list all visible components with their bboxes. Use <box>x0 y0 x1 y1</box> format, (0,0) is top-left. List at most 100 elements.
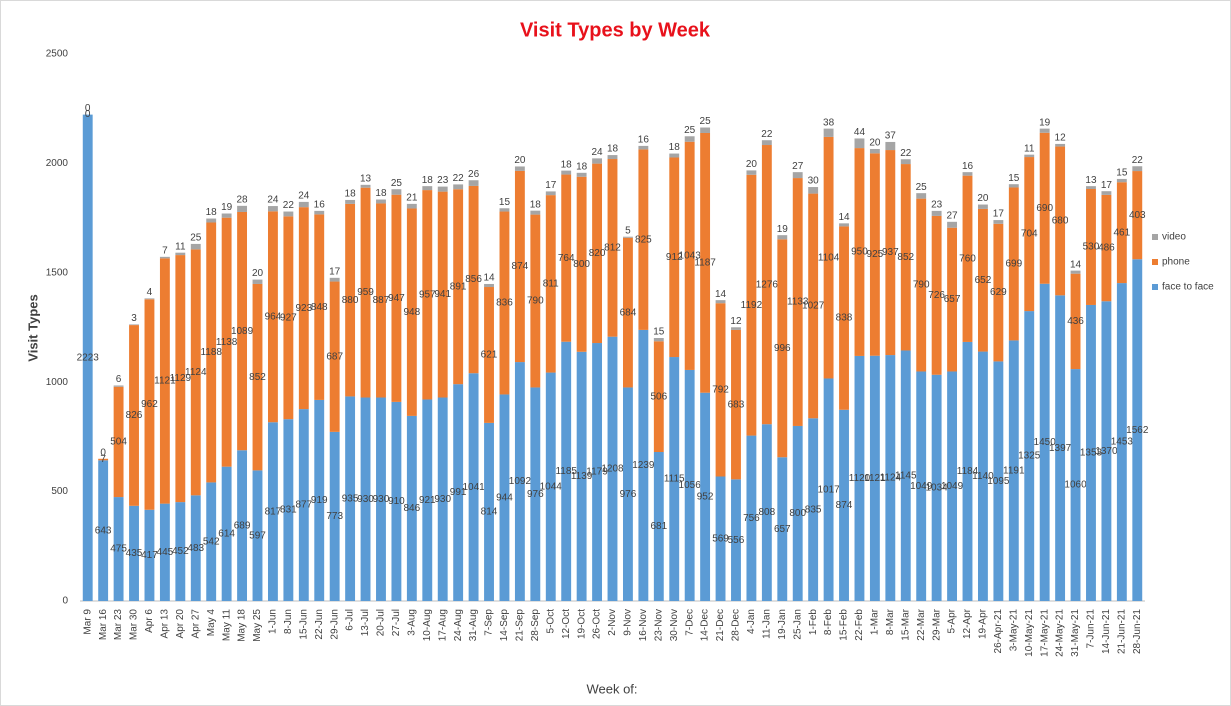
bar-segment <box>684 369 695 601</box>
bar-segment <box>314 210 325 215</box>
value-label: 23 <box>931 200 943 211</box>
value-label: 14 <box>838 212 850 223</box>
bar-segment <box>1086 188 1096 305</box>
bar-segment <box>1055 146 1066 296</box>
value-label: 483 <box>187 543 204 554</box>
bar-segment <box>947 227 958 372</box>
bar-segment <box>237 450 248 601</box>
bar-segment <box>129 324 139 326</box>
value-label: 1060 <box>1064 480 1087 491</box>
value-label: 838 <box>836 313 853 324</box>
bar-segment <box>391 194 402 402</box>
bar-segment <box>175 252 186 256</box>
bar-segment <box>545 195 556 373</box>
bar-segment <box>345 396 356 601</box>
value-label: 556 <box>728 535 745 546</box>
value-label: 530 <box>1083 242 1100 253</box>
value-label: 24 <box>267 195 279 206</box>
value-label: 760 <box>959 253 976 264</box>
bar-segment <box>406 203 417 209</box>
value-label: 836 <box>496 298 513 309</box>
x-tick-label: 1-Jun <box>268 609 279 634</box>
bar-segment <box>237 211 248 451</box>
value-label: 20 <box>514 155 526 166</box>
bar-segment <box>514 362 525 601</box>
x-tick-label: 10-Aug <box>422 609 433 641</box>
value-label: 26 <box>468 169 480 180</box>
value-label: 1095 <box>987 476 1010 487</box>
value-label: 950 <box>851 247 868 258</box>
bar-segment <box>159 258 170 504</box>
value-label: 16 <box>638 135 650 146</box>
bar-segment <box>761 140 772 146</box>
value-label: 800 <box>573 259 590 270</box>
value-label: 504 <box>110 437 127 448</box>
value-label: 417 <box>141 550 158 561</box>
bar-segment <box>206 222 217 483</box>
value-label: 848 <box>311 302 328 313</box>
value-label: 17 <box>1101 180 1113 191</box>
bar-segment <box>1024 311 1035 601</box>
bar-segment <box>700 132 711 393</box>
x-tick-label: 27-Jul <box>391 609 402 636</box>
value-label: 3 <box>131 313 137 324</box>
x-tick-label: 22-Jun <box>314 609 325 640</box>
bar-segment <box>931 374 942 601</box>
value-label: 38 <box>823 117 835 128</box>
bar-segment <box>1116 182 1127 284</box>
bar-segment <box>761 145 772 425</box>
bar-segment <box>329 277 340 282</box>
bar-segment <box>422 186 433 191</box>
value-label: 17 <box>993 209 1005 220</box>
bar-segment <box>298 409 309 601</box>
value-label: 826 <box>126 410 143 421</box>
value-label: 0 <box>100 447 106 458</box>
value-label: 20 <box>252 268 264 279</box>
value-label: 930 <box>434 494 451 505</box>
bar-segment <box>638 329 649 601</box>
value-label: 17 <box>545 180 557 191</box>
value-label: 1397 <box>1049 443 1072 454</box>
value-label: 28 <box>237 194 249 205</box>
value-label: 452 <box>172 546 189 557</box>
value-label: 944 <box>496 492 513 503</box>
value-label: 1140 <box>972 471 994 482</box>
bar-segment <box>283 419 294 601</box>
value-label: 19 <box>221 202 233 213</box>
value-label: 912 <box>666 252 683 263</box>
value-label: 27 <box>947 210 959 221</box>
value-label: 877 <box>295 500 312 511</box>
bar-segment <box>761 424 772 601</box>
bar-segment <box>962 175 973 342</box>
bar-segment <box>1008 187 1019 341</box>
y-tick-label: 1500 <box>46 267 69 278</box>
value-label: 825 <box>635 234 652 245</box>
bar-segment <box>499 208 510 212</box>
bar-segment <box>1039 132 1050 284</box>
bar-segment <box>839 409 849 601</box>
x-tick-label: Mar 30 <box>129 609 140 641</box>
value-label: 20 <box>746 159 758 170</box>
value-label: 1049 <box>910 481 933 492</box>
x-tick-label: May 18 <box>237 609 248 642</box>
value-label: 461 <box>1114 227 1131 238</box>
value-label: 820 <box>589 248 606 259</box>
bar-segment <box>1055 143 1066 147</box>
value-label: 1276 <box>756 279 779 290</box>
bar-segment <box>530 210 541 215</box>
value-label: 23 <box>437 175 449 186</box>
x-tick-label: 14-Sep <box>499 609 510 642</box>
bar-segment <box>1132 171 1143 260</box>
x-axis-title: Week of: <box>586 681 637 696</box>
bar-segment <box>267 206 278 212</box>
bar-segment <box>437 397 448 601</box>
bar-segment <box>437 191 448 398</box>
legend-swatch <box>1152 284 1158 290</box>
value-label: 643 <box>95 525 112 536</box>
value-label: 25 <box>684 125 696 136</box>
bar-segment <box>113 386 124 498</box>
bar-segment <box>1070 369 1081 601</box>
bar-segment <box>1008 184 1019 188</box>
value-label: 1133 <box>787 297 809 308</box>
value-label: 790 <box>527 296 544 307</box>
